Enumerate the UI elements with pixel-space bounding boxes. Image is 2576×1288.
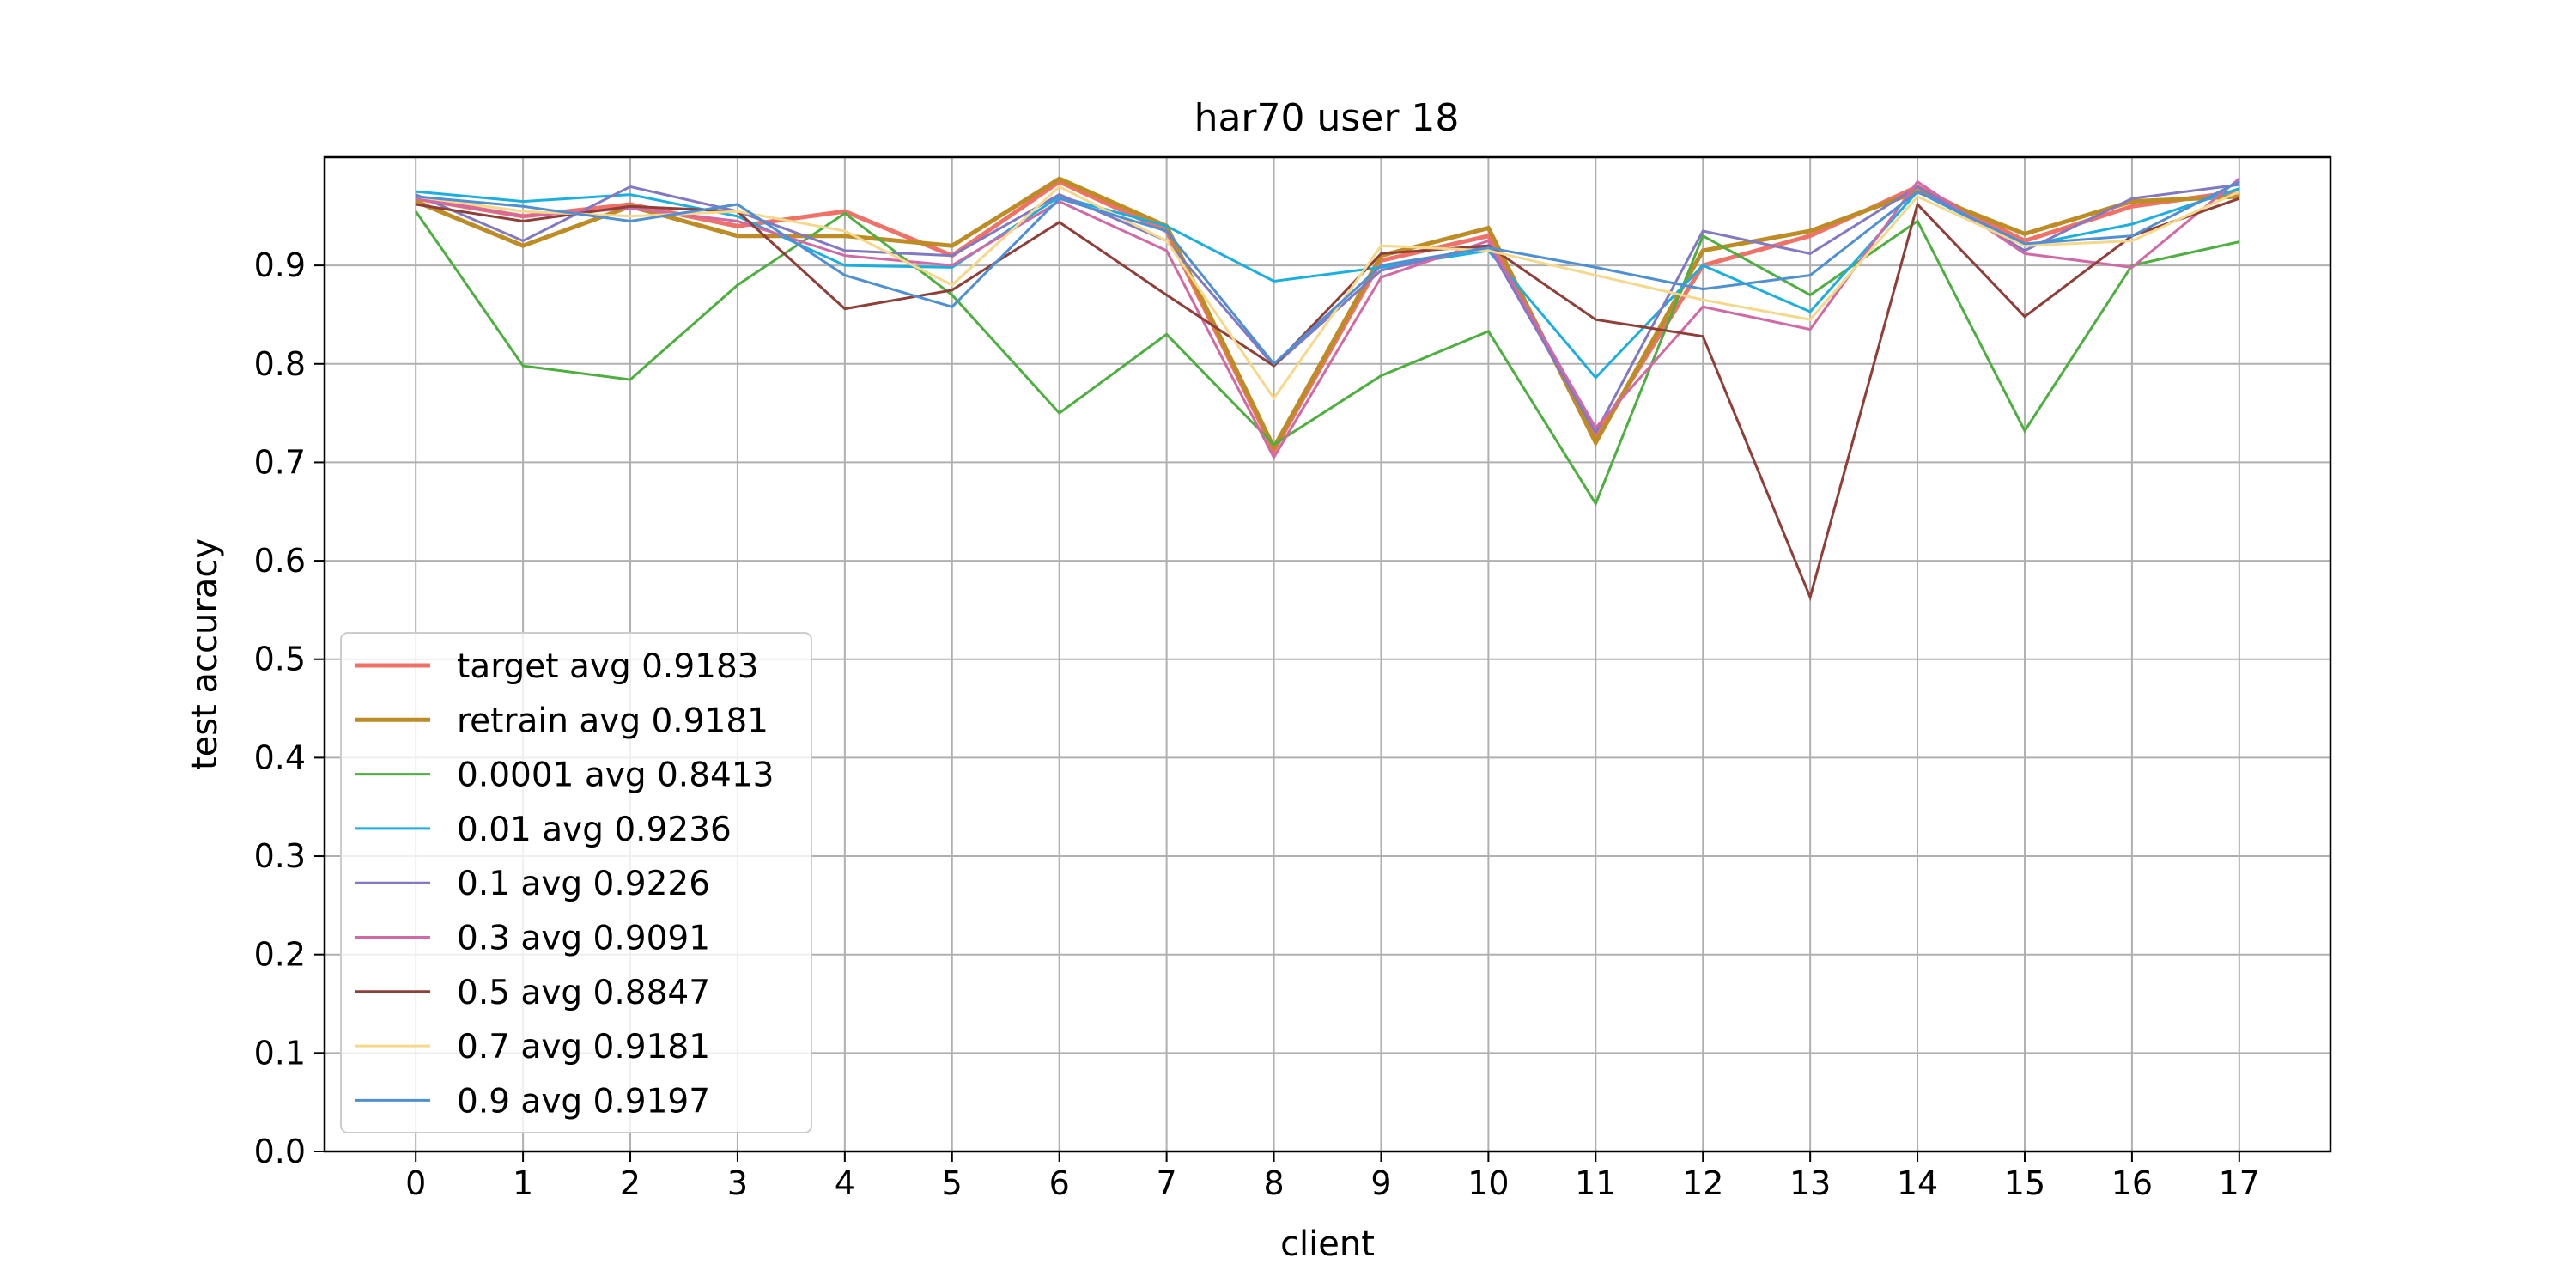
x-tick-label: 15 xyxy=(2004,1164,2045,1202)
legend-entry: target avg 0.9183 xyxy=(457,647,759,686)
chart-title: har70 user 18 xyxy=(1194,96,1460,140)
y-tick-label: 0.0 xyxy=(254,1133,306,1170)
x-tick-label: 1 xyxy=(513,1164,533,1202)
series-line-8 xyxy=(416,180,2240,366)
x-tick-label: 3 xyxy=(727,1164,748,1202)
y-tick-label: 0.5 xyxy=(254,641,306,678)
x-tick-label: 17 xyxy=(2219,1164,2260,1202)
series-line-7 xyxy=(415,185,2240,401)
legend-entry: 0.7 avg 0.9181 xyxy=(457,1028,710,1066)
y-tick-label: 0.4 xyxy=(254,738,306,776)
legend-entry: 0.01 avg 0.9236 xyxy=(457,811,732,849)
x-tick-label: 5 xyxy=(942,1164,963,1202)
x-tick-label: 16 xyxy=(2111,1164,2153,1202)
x-tick-label: 9 xyxy=(1370,1164,1391,1202)
x-tick-label: 10 xyxy=(1467,1164,1509,1202)
y-tick-label: 0.1 xyxy=(254,1034,306,1072)
y-tick-label: 0.2 xyxy=(254,936,306,974)
x-tick-label: 7 xyxy=(1157,1164,1177,1202)
y-tick-label: 0.7 xyxy=(254,443,306,481)
legend-entry: 0.9 avg 0.9197 xyxy=(457,1082,710,1121)
x-axis-label: client xyxy=(1280,1224,1375,1264)
x-tick-label: 14 xyxy=(1897,1164,1938,1202)
x-tick-label: 8 xyxy=(1263,1164,1284,1202)
x-tick-label: 0 xyxy=(405,1164,426,1202)
series-line-2 xyxy=(414,210,2240,507)
y-tick-label: 0.3 xyxy=(254,837,306,875)
x-axis: 0 1 2 3 4 5 6 7 8 9 10 11 12 13 14 15 16 17 xyxy=(405,1151,2260,1202)
legend-entry: 0.1 avg 0.9226 xyxy=(457,865,710,903)
x-tick-label: 12 xyxy=(1682,1164,1723,1202)
y-tick-label: 0.6 xyxy=(254,542,306,580)
x-tick-label: 2 xyxy=(620,1164,641,1202)
x-tick-label: 13 xyxy=(1789,1164,1831,1202)
x-tick-label: 11 xyxy=(1575,1164,1616,1202)
plot-frame xyxy=(323,155,2332,1153)
legend-entry: 0.3 avg 0.9091 xyxy=(457,920,710,958)
legend-box xyxy=(340,632,812,1133)
legend: target avg 0.9183 retrain avg 0.9181 0.000… xyxy=(340,632,812,1133)
plot-lines xyxy=(414,176,2240,602)
x-tick-label: 6 xyxy=(1049,1164,1070,1202)
legend-entry: 0.0001 avg 0.8413 xyxy=(457,756,774,795)
y-axis: 0.0 0.1 0.2 0.3 0.4 0.5 0.6 0.7 0.8 0.9 xyxy=(254,246,325,1170)
x-tick-label: 4 xyxy=(835,1164,855,1202)
series-line-5 xyxy=(415,178,2240,460)
legend-entry: 0.5 avg 0.8847 xyxy=(457,974,710,1012)
legend-entry: retrain avg 0.9181 xyxy=(457,702,769,740)
y-tick-label: 0.8 xyxy=(254,345,306,383)
y-axis-label: test accuracy xyxy=(185,538,225,770)
series-line-6 xyxy=(415,197,2240,602)
y-tick-label: 0.9 xyxy=(254,246,306,284)
